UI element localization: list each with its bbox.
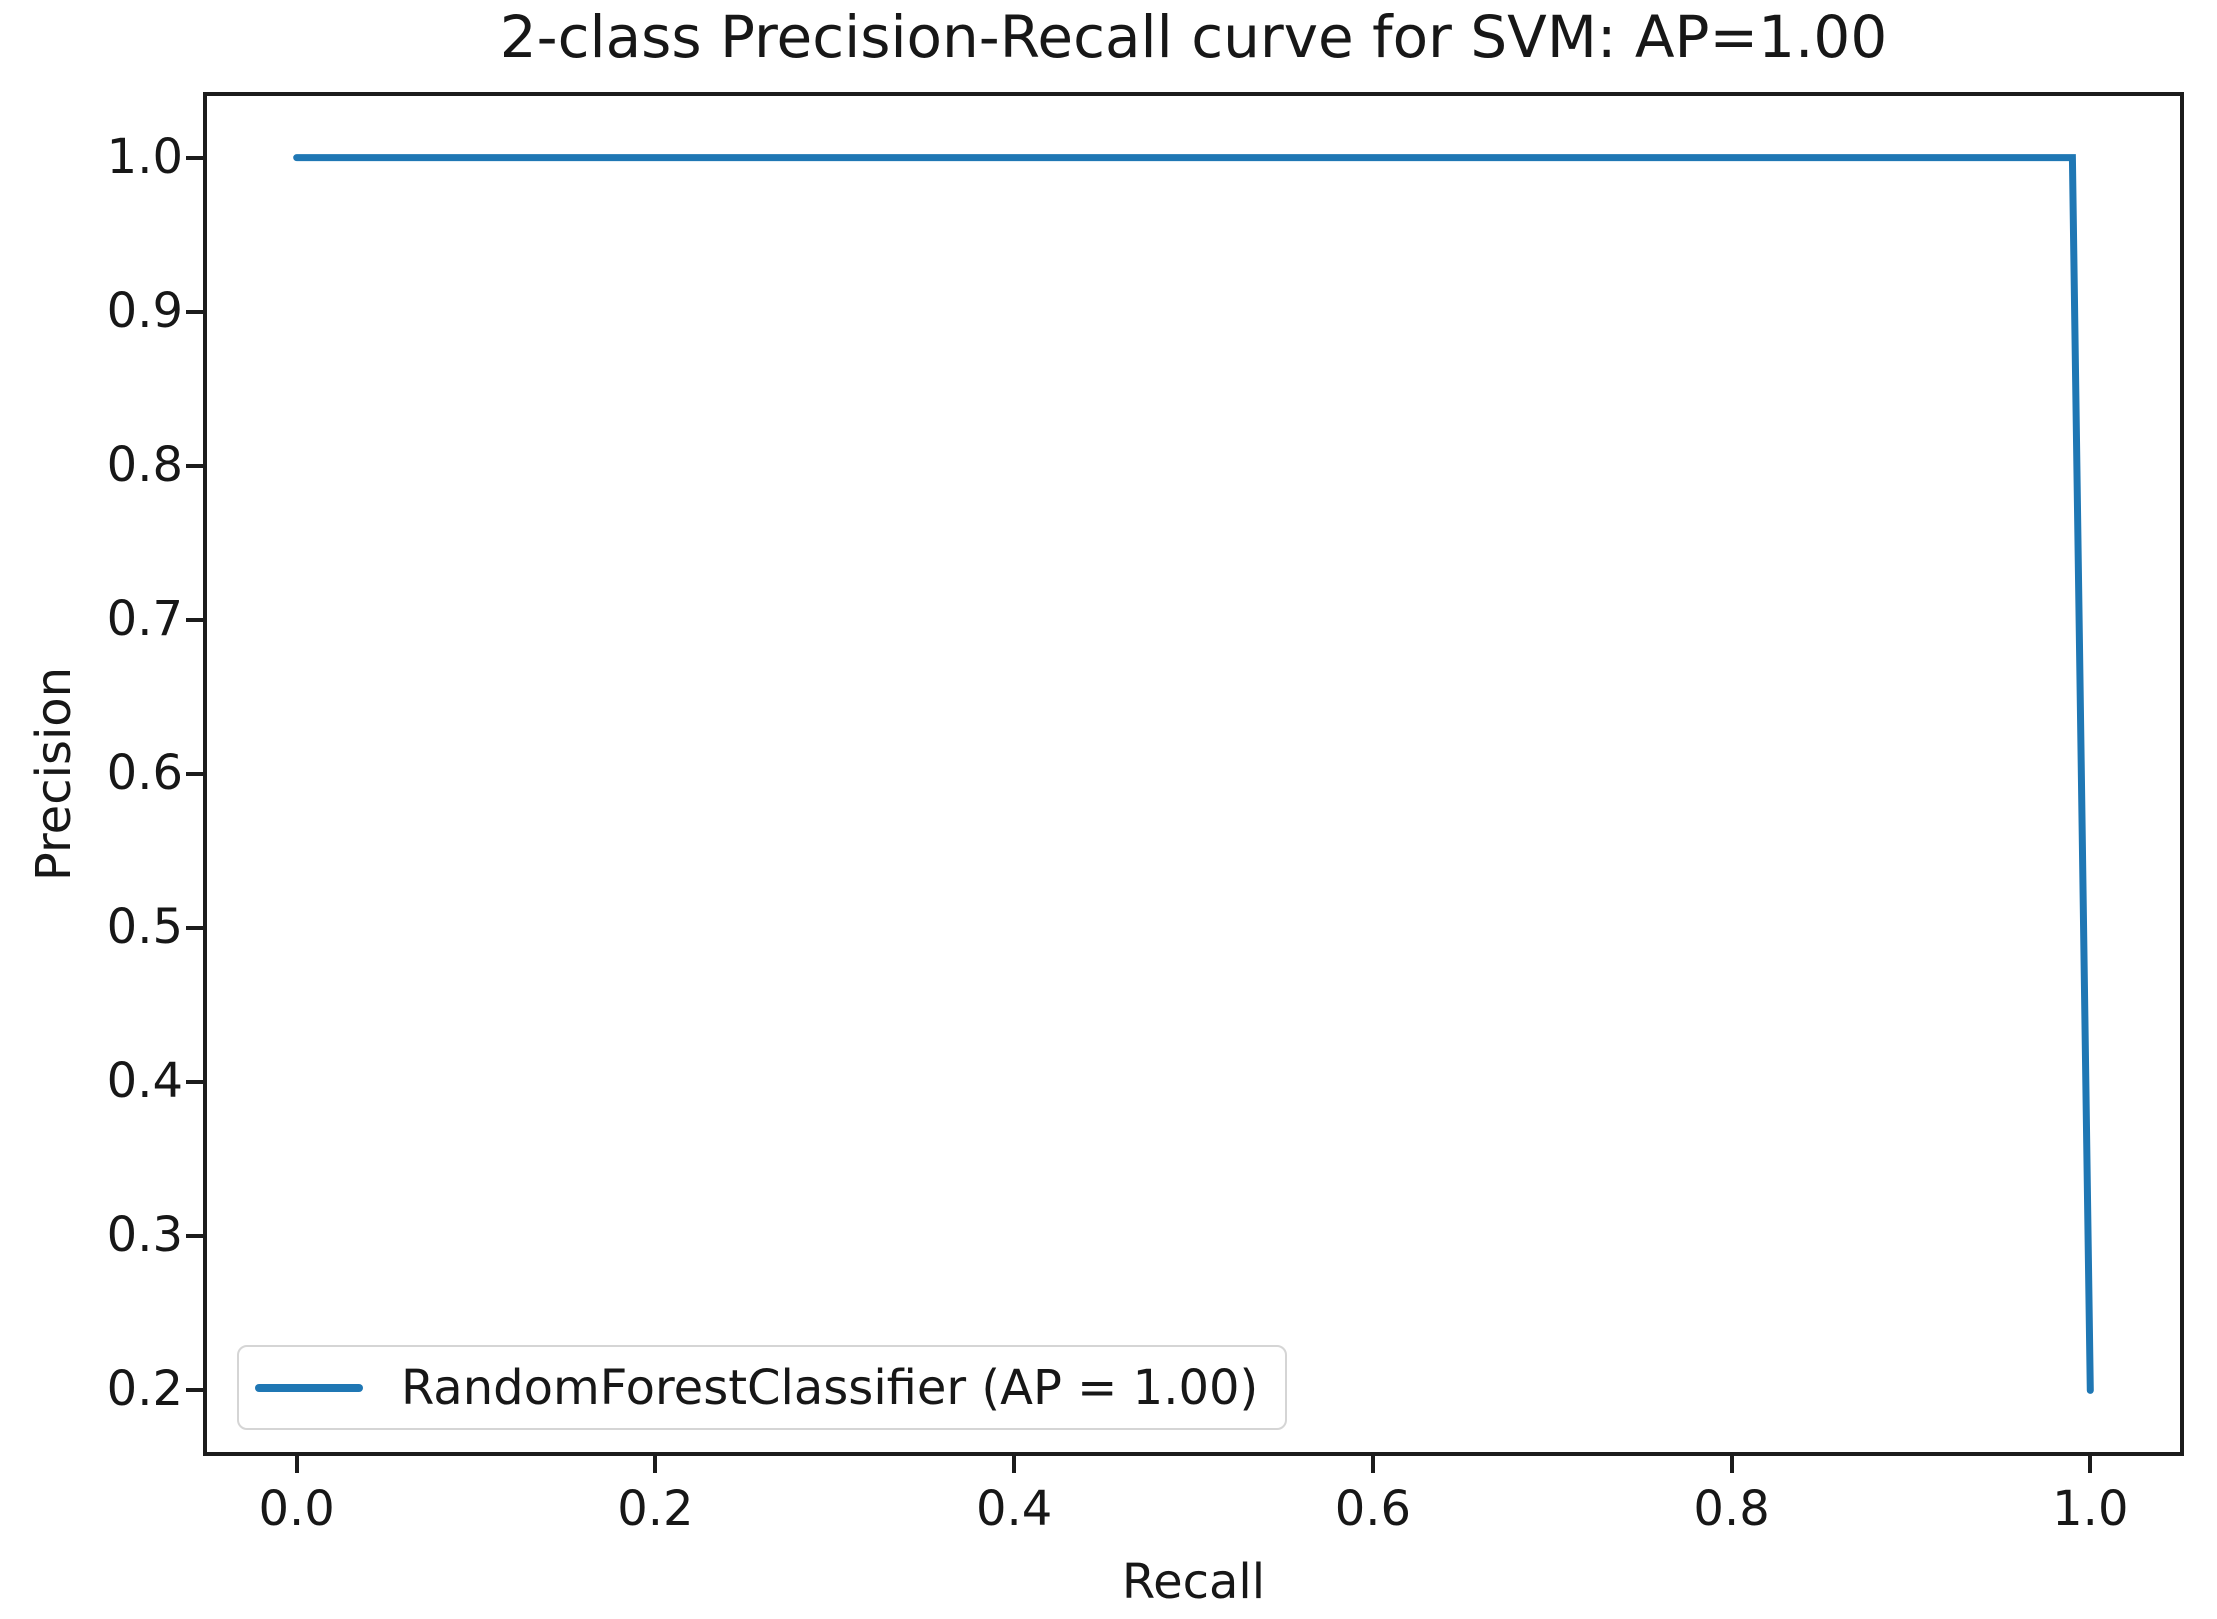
x-tick-label: 0.8 <box>1693 1481 1770 1537</box>
x-tick-label: 1.0 <box>2052 1481 2129 1537</box>
y-tick-mark <box>186 926 203 931</box>
chart-title: 2-class Precision-Recall curve for SVM: … <box>499 3 1888 71</box>
x-tick-label: 0.6 <box>1334 1481 1412 1537</box>
y-tick-label: 0.7 <box>106 590 183 647</box>
y-tick-mark <box>186 463 203 468</box>
x-tick-label: 0.4 <box>975 1481 1053 1537</box>
y-tick-label: 0.4 <box>106 1053 183 1110</box>
y-tick-mark <box>186 772 203 776</box>
plot-area <box>203 92 2184 1456</box>
y-tick-label: 0.8 <box>106 436 183 493</box>
y-tick-mark <box>186 1080 203 1085</box>
y-tick-mark <box>186 1234 203 1239</box>
x-tick-label: 0.0 <box>258 1481 335 1537</box>
x-tick-mark <box>1012 1456 1017 1473</box>
y-tick-label: 0.5 <box>106 899 183 956</box>
x-tick-mark <box>294 1456 299 1473</box>
x-tick-mark <box>653 1456 658 1473</box>
y-tick-label: 1.0 <box>106 128 183 185</box>
pr-curve-line <box>293 154 2094 1394</box>
y-tick-label: 0.3 <box>106 1207 183 1264</box>
x-axis-label: Recall <box>1121 1554 1266 1610</box>
x-tick-mark <box>2088 1456 2093 1473</box>
y-tick-mark <box>186 1388 203 1393</box>
y-tick-mark <box>186 309 203 314</box>
y-tick-label: 0.2 <box>106 1361 183 1418</box>
legend: RandomForestClassifier (AP = 1.00) <box>237 1345 1287 1430</box>
legend-entry-label: RandomForestClassifier (AP = 1.00) <box>401 1359 1259 1416</box>
pr-curve-svg <box>293 154 2094 1394</box>
y-tick-label: 0.9 <box>106 282 183 339</box>
y-tick-mark <box>186 155 203 160</box>
x-tick-mark <box>1370 1456 1375 1473</box>
x-tick-mark <box>1729 1456 1734 1473</box>
y-tick-mark <box>186 617 203 622</box>
y-tick-label: 0.6 <box>106 745 183 801</box>
legend-line-swatch-icon <box>255 1383 363 1392</box>
x-tick-label: 0.2 <box>617 1481 694 1537</box>
